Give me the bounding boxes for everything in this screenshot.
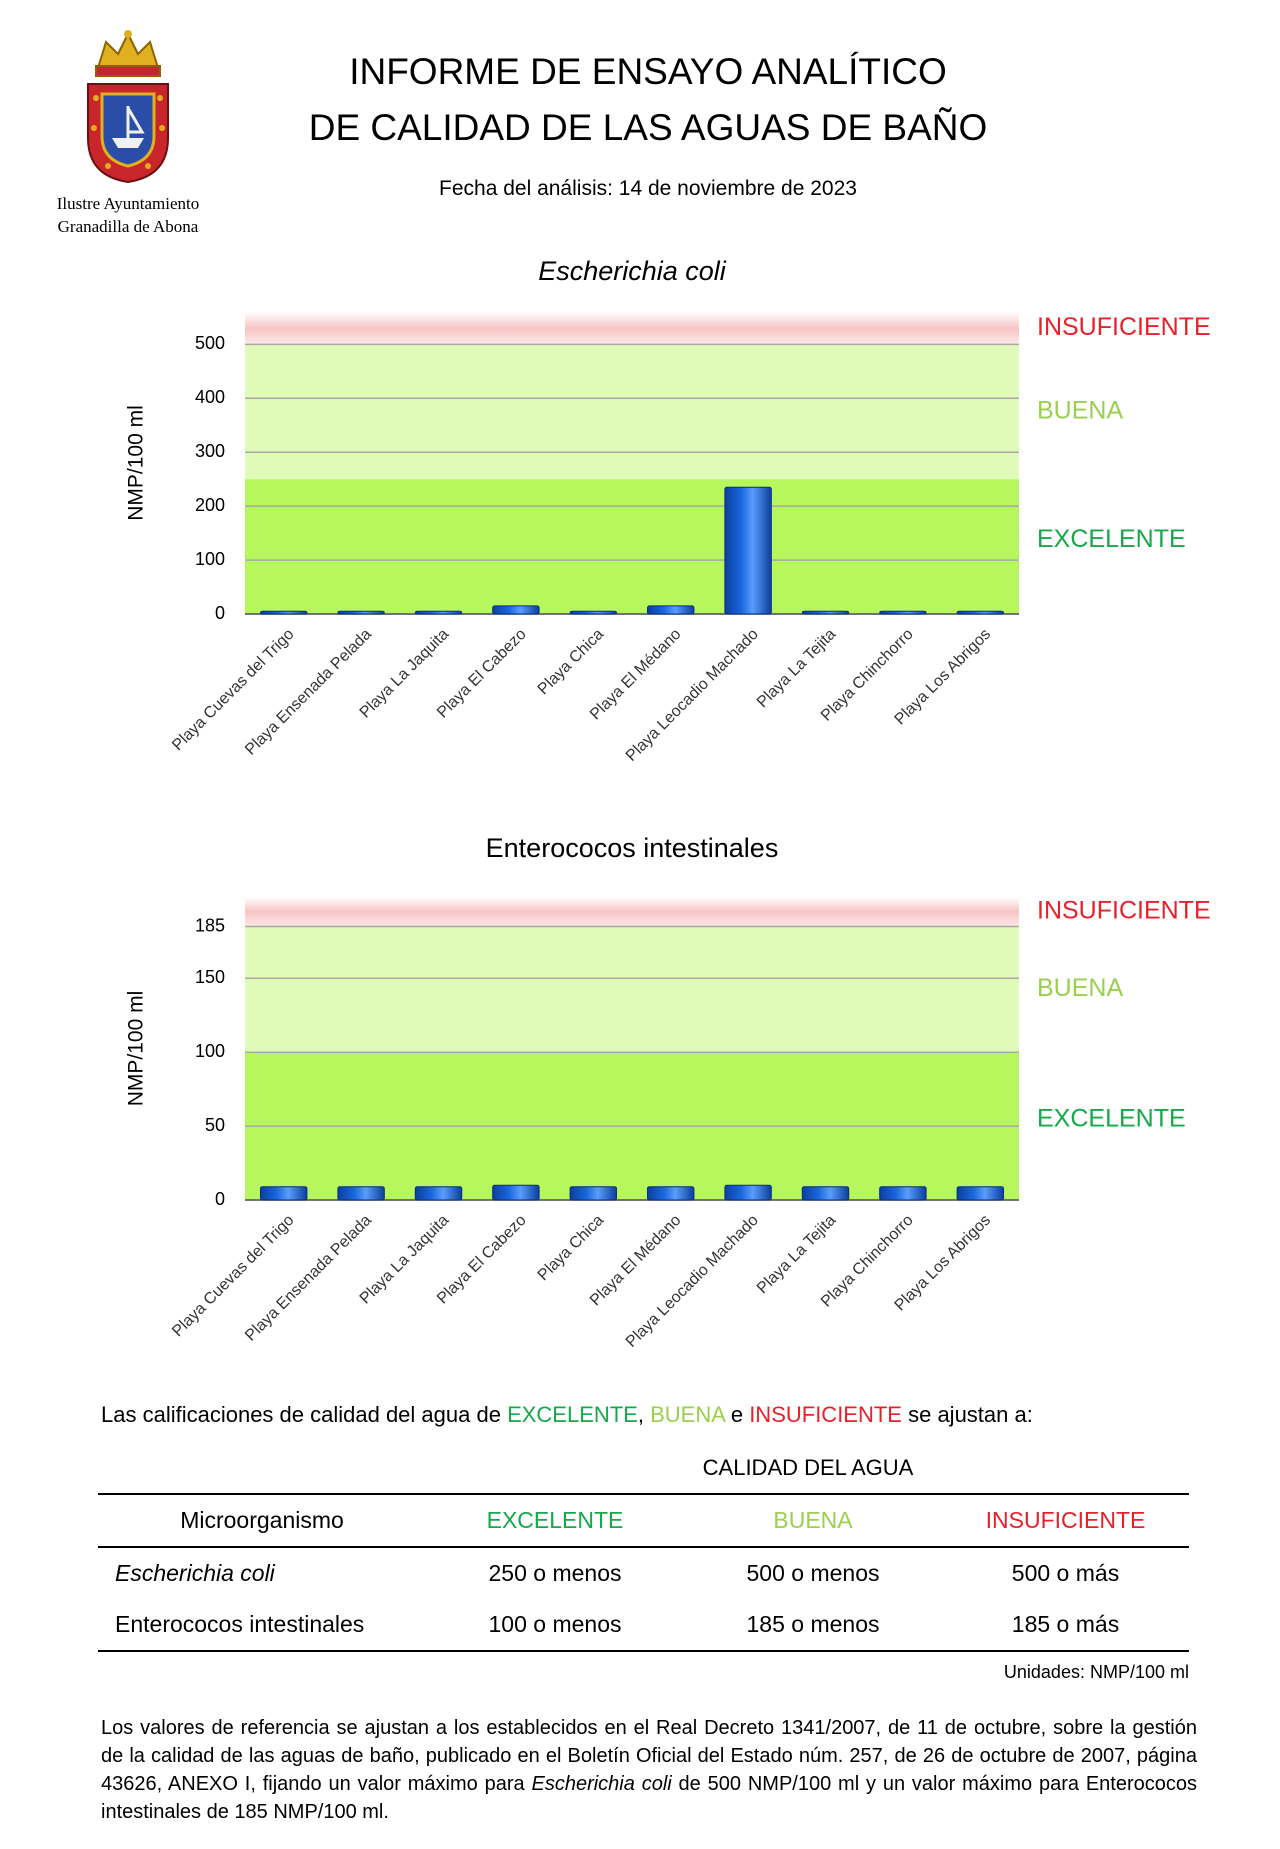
x-tick-label: Playa Cuevas del Trigo [169, 1212, 297, 1340]
x-tick-label: Playa Ensenada Pelada [242, 626, 375, 759]
table-cell: 500 o menos [746, 1560, 880, 1586]
y-tick-label: 50 [205, 1115, 225, 1135]
bar-chart: Escherichia coli EXCELENTE BUENA INSUFICIEN… [125, 256, 1211, 765]
row-label: Escherichia coli [115, 1560, 275, 1586]
table-cell: 500 o más [1011, 1560, 1120, 1586]
logo-line: Granadilla de Abona [57, 217, 199, 236]
y-tick-label: 200 [195, 495, 225, 515]
column-header: INSUFICIENTE [985, 1507, 1146, 1533]
bar [259, 1186, 308, 1201]
bar [724, 486, 772, 615]
band-label: EXCELENTE [1037, 1105, 1186, 1133]
y-tick-label: 500 [195, 333, 225, 353]
x-tick-label: Playa La Tejita [754, 626, 839, 711]
legend-part: BUENA [650, 1402, 725, 1427]
table-body: Escherichia coli 250 o menos 500 o menos 50… [98, 1547, 1189, 1651]
bar [956, 1186, 1005, 1201]
chart-title: Escherichia coli [538, 256, 727, 286]
bar [646, 605, 695, 615]
table-group-header: CALIDAD DEL AGUA [702, 1455, 914, 1480]
bar [337, 1186, 385, 1201]
band-label: BUENA [1037, 974, 1123, 1002]
x-tick-label: Playa Leocadio Machado [623, 626, 762, 765]
bar [879, 1186, 927, 1201]
footnote-part: Escherichia coli [531, 1773, 672, 1795]
y-axis-label: NMP/100 ml [125, 991, 148, 1107]
y-tick-label: 300 [195, 441, 225, 461]
band-label: INSUFICIENTE [1037, 896, 1211, 924]
quality-band [245, 479, 1019, 614]
bar [801, 610, 850, 615]
legend-part: Las calificaciones de calidad del agua d… [101, 1402, 508, 1427]
row-label: Enterococos intestinales [115, 1611, 365, 1637]
bar [492, 1184, 540, 1201]
y-tick-label: 100 [195, 549, 225, 569]
footnote: Los valores de referencia se ajustan a l… [101, 1714, 1197, 1826]
bar [414, 1186, 463, 1201]
units-note: Unidades: NMP/100 ml [1003, 1662, 1189, 1682]
table-cell: 185 o menos [746, 1611, 880, 1637]
band-label: INSUFICIENTE [1037, 313, 1211, 341]
legend-part: INSUFICIENTE [749, 1402, 902, 1427]
table-row: Enterococos intestinales 100 o menos 185 o… [98, 1599, 1189, 1651]
table-row: Escherichia coli 250 o menos 500 o menos 50… [98, 1547, 1189, 1599]
y-tick-label: 185 [195, 915, 225, 935]
x-tick-label: Playa Leocadio Machado [623, 1212, 762, 1351]
legend-part: se ajustan a: [901, 1402, 1033, 1427]
bar [569, 610, 618, 615]
y-tick-label: 100 [195, 1041, 225, 1061]
legend-part: , [637, 1402, 651, 1427]
bar [569, 1186, 618, 1201]
chart-title: Enterococos intestinales [486, 833, 779, 863]
bar [724, 1184, 772, 1201]
y-axis-label: NMP/100 ml [125, 405, 148, 521]
bar [337, 610, 385, 615]
analysis-date: Fecha del análisis: 14 de noviembre de 2… [439, 177, 857, 200]
quality-band [245, 926, 1019, 1053]
bar-chart: Enterococos intestinales EXCELENTE BUENA IN… [125, 833, 1211, 1351]
quality-band [245, 312, 1019, 345]
band-label: EXCELENTE [1037, 525, 1186, 553]
quality-table: Microorganismo EXCELENTE BUENA INSUFICIENTE… [98, 1493, 1189, 1652]
logo-line: Ilustre Ayuntamiento [56, 194, 200, 213]
table-cell: 250 o menos [488, 1560, 622, 1586]
x-tick-label: Playa Chica [535, 1212, 607, 1284]
coat-of-arms [87, 30, 169, 184]
column-header: BUENA [773, 1507, 853, 1533]
bar [259, 610, 308, 615]
bar [414, 610, 463, 615]
report-title: INFORME DE ENSAYO ANALÍTICO DE CALIDAD D… [240, 44, 1056, 156]
y-tick-label: 150 [195, 967, 225, 987]
x-tick-label: Playa La Tejita [754, 1212, 839, 1297]
legend-part: EXCELENTE [507, 1402, 638, 1427]
legend-part: e [724, 1402, 750, 1427]
y-tick-label: 400 [195, 387, 225, 407]
table-cell: 185 o más [1011, 1611, 1120, 1637]
table-cell: 100 o menos [488, 1611, 622, 1637]
column-header: Microorganismo [180, 1507, 344, 1533]
quality-band [245, 897, 1019, 927]
bar [956, 610, 1005, 615]
x-tick-label: Playa Chica [535, 626, 607, 698]
table-header-row: Microorganismo EXCELENTE BUENA INSUFICIENTE [98, 1494, 1189, 1547]
column-header: EXCELENTE [486, 1507, 624, 1533]
bar [646, 1186, 695, 1201]
rating-legend: Las calificaciones de calidad del agua d… [101, 1402, 1033, 1428]
y-tick-label: 0 [215, 1189, 225, 1209]
bar [492, 605, 540, 615]
y-tick-label: 0 [215, 603, 225, 623]
title-line: INFORME DE ENSAYO ANALÍTICO [349, 51, 947, 92]
x-tick-label: Playa Ensenada Pelada [242, 1212, 375, 1345]
bar [801, 1186, 850, 1201]
x-tick-label: Playa Cuevas del Trigo [169, 626, 297, 754]
quality-band [245, 344, 1019, 480]
logo-text: Ilustre Ayuntamiento Granadilla de Abona [18, 192, 238, 238]
title-line: DE CALIDAD DE LAS AGUAS DE BAÑO [308, 107, 988, 148]
footnote-part: Los valores de referencia se ajustan a l… [101, 1717, 1197, 1795]
bar [879, 610, 927, 615]
band-label: BUENA [1037, 396, 1123, 424]
footnote-part: de 500 NMP/100 ml y un valor máximo para… [101, 1773, 1197, 1823]
